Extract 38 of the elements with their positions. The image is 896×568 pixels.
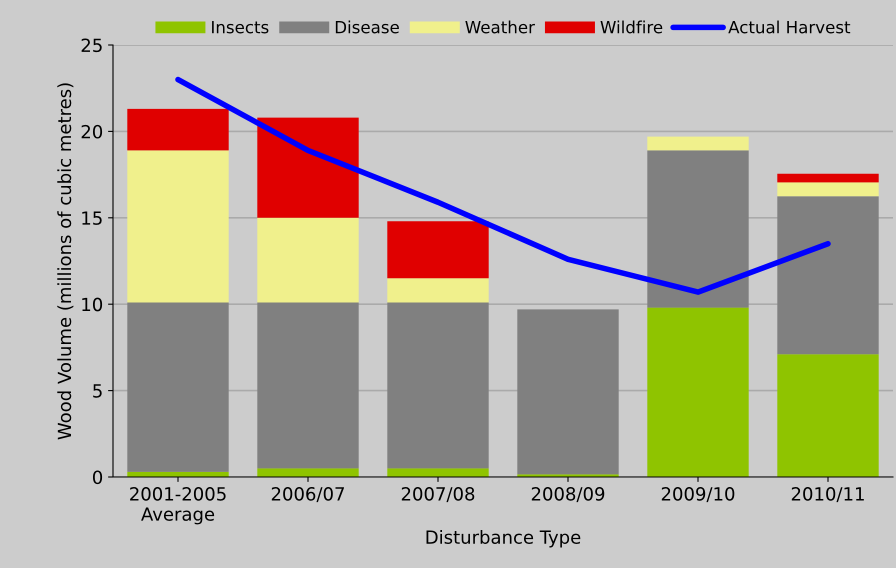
bar xyxy=(257,468,359,477)
bar xyxy=(777,174,879,182)
y-tick-label: 25 xyxy=(82,38,102,52)
bar xyxy=(127,150,229,302)
y-tick-label: 15 xyxy=(82,211,102,225)
bar xyxy=(647,308,749,477)
bar xyxy=(647,150,749,308)
x-tick-label: 2007/08 xyxy=(402,487,474,502)
y-tick-label: 10 xyxy=(82,298,102,312)
bar xyxy=(777,196,879,354)
legend-label: Weather xyxy=(465,20,535,34)
legend-label: Insects xyxy=(212,21,268,34)
bar xyxy=(257,302,359,468)
x-tick-label: 2010/11 xyxy=(792,487,864,502)
bar xyxy=(127,302,229,472)
x-tick-label: 2006/07 xyxy=(272,487,344,502)
x-tick-label: 2008/09 xyxy=(532,487,604,502)
bar xyxy=(257,218,359,302)
bar xyxy=(387,302,489,468)
legend-label: Actual Harvest xyxy=(728,20,850,34)
bar xyxy=(517,309,619,474)
x-tick-label: 2009/10 xyxy=(662,487,734,502)
bar xyxy=(647,136,749,150)
legend-label: Wildfire xyxy=(600,20,662,34)
y-tick-label: 20 xyxy=(82,124,102,139)
bar xyxy=(777,182,879,196)
bar xyxy=(387,221,489,278)
bar xyxy=(387,468,489,477)
x-tick-label: 2001-2005 Average xyxy=(130,487,226,524)
y-tick-label: 0 xyxy=(92,470,102,484)
x-axis-title: Disturbance Type xyxy=(426,530,580,548)
bar xyxy=(777,354,879,477)
bar xyxy=(257,118,359,218)
legend-label: Disease xyxy=(336,20,399,34)
bar xyxy=(127,108,229,150)
bar xyxy=(387,278,489,302)
y-axis-title: Wood Volume (millions of cubic metres) xyxy=(57,83,74,440)
y-tick-label: 5 xyxy=(93,384,102,398)
